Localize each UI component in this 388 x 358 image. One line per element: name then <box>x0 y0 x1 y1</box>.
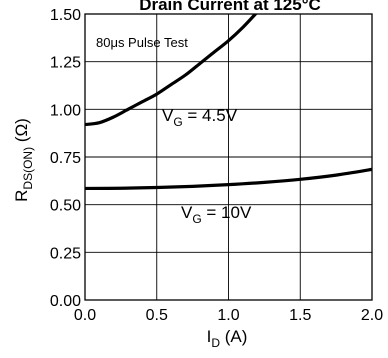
x-tick-labels: 0.0 0.5 1.0 1.5 2.0 <box>74 307 383 324</box>
x-tick-label: 1.5 <box>289 307 311 324</box>
series-label-main: V <box>181 203 193 222</box>
y-tick-label: 0.75 <box>50 150 81 167</box>
series-label-main: V <box>162 106 174 125</box>
series-label-vg-10: VG = 10V <box>181 203 252 226</box>
y-tick-label: 1.25 <box>50 55 81 72</box>
series-layer <box>85 14 372 191</box>
y-tick-label: 0.00 <box>50 293 81 310</box>
y-tick-label: 1.00 <box>50 102 81 119</box>
x-axis-label-unit: (A) <box>220 327 247 346</box>
series-label-vg-4-5: VG = 4.5V <box>162 106 238 129</box>
y-tick-label: 0.50 <box>50 198 81 215</box>
x-tick-label: 1.0 <box>217 307 239 324</box>
series-label-sub: G <box>173 115 182 129</box>
y-axis-label: RDS(ON) (Ω) <box>12 118 35 202</box>
plot-frame <box>84 13 373 301</box>
pulse-test-note: 80μs Pulse Test <box>96 35 188 50</box>
grid <box>84 13 373 301</box>
y-tick-label: 1.50 <box>50 7 81 24</box>
x-tick-label: 0.5 <box>146 307 168 324</box>
y-axis-label-main: R <box>12 190 31 202</box>
x-tick-label: 2.0 <box>361 307 383 324</box>
y-axis-label-unit: (Ω) <box>12 118 31 147</box>
series-line-1 <box>85 167 372 191</box>
x-axis-label-main: I <box>207 327 212 346</box>
series-label-rest: = 4.5V <box>183 106 238 125</box>
series-label-sub: G <box>192 212 201 226</box>
chart-title: Drain Current at 125°C <box>139 0 321 14</box>
series-label-rest: = 10V <box>202 203 252 222</box>
x-tick-label: 0.0 <box>74 307 96 324</box>
x-axis-label-sub: D <box>211 336 220 350</box>
series-line-0 <box>85 14 258 127</box>
y-tick-labels: 0.00 0.25 0.50 0.75 1.00 1.25 1.50 <box>50 7 81 310</box>
x-axis-label: ID (A) <box>207 327 248 350</box>
y-tick-label: 0.25 <box>50 245 81 262</box>
y-axis-label-sub: DS(ON) <box>21 147 35 190</box>
